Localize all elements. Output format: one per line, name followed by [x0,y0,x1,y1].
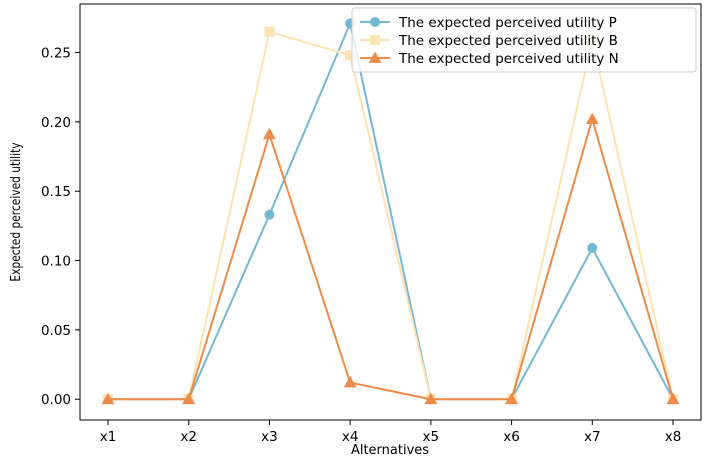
x-axis: x1 x2 x3 x4 x5 x6 x7 x8 [100,420,682,445]
series-line [108,115,674,401]
legend-label: The expected perceived utility B [398,33,618,49]
data-point-triangle [585,112,599,124]
y-tick-label: 0.10 [41,254,71,270]
legend-marker-circle [370,17,380,27]
legend-item: The expected perceived utility P [360,15,617,31]
legend-box [351,7,697,73]
plot-frame [79,3,702,421]
data-point-square [345,50,356,61]
x-tick-label: x5 [423,429,440,445]
series-triangle [101,112,680,405]
legend-item: The expected perceived utility N [360,51,619,67]
y-tick-label: 0.20 [41,115,71,131]
data-point-square [264,26,275,37]
plot-area [101,18,680,405]
data-point-triangle [101,392,115,405]
legend-label: The expected perceived utility P [398,15,617,31]
legend-marker-square [370,35,380,45]
y-tick-label: 0.25 [41,46,71,62]
x-tick-label: x1 [100,429,117,445]
legend: The expected perceived utility P The expe… [351,7,697,73]
y-tick-label: 0.15 [41,184,71,200]
x-axis-label: Alternatives [351,443,429,458]
legend-label: The expected perceived utility N [398,51,619,67]
data-point-circle [587,243,598,254]
y-tick-label: 0.05 [41,323,71,339]
y-tick-label: 0.00 [41,392,71,408]
data-point-circle [264,209,275,220]
x-tick-label: x6 [503,429,520,445]
data-point-triangle [343,376,357,388]
x-tick-label: x7 [584,429,601,445]
data-point-triangle [262,127,276,140]
x-tick-label: x2 [180,429,197,445]
data-point-triangle [424,392,438,405]
x-tick-label: x4 [342,429,359,445]
data-point-triangle [505,392,519,405]
y-axis-label: Expected perceived utility [8,142,23,281]
y-axis: 0.00 0.05 0.10 0.15 0.20 0.25 [41,46,80,408]
legend-item: The expected perceived utility B [360,33,618,49]
series-circle [103,18,678,405]
data-point-triangle [666,392,680,405]
series-line [108,30,674,401]
series-line [108,20,674,401]
x-tick-label: x3 [261,429,278,445]
legend-marker-triangle [368,51,382,63]
x-tick-label: x8 [665,429,682,445]
data-point-triangle [182,392,196,405]
